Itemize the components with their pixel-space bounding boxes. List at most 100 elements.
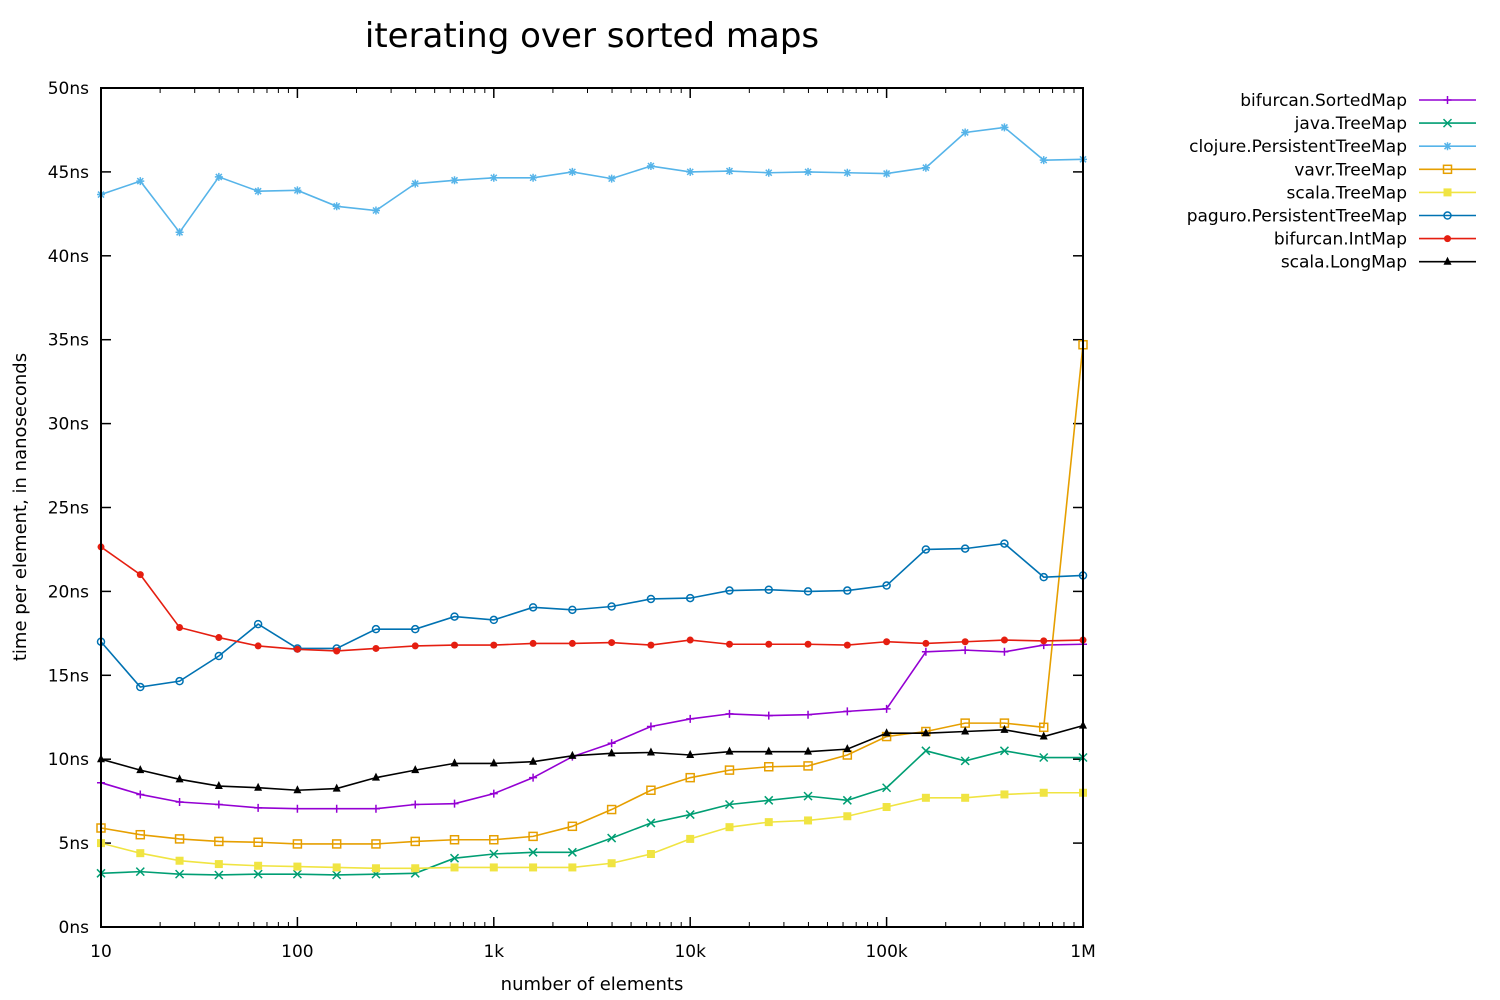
legend-item-java-treemap: java.TreeMap (1294, 114, 1476, 134)
data-point-vavr-treemap (292, 839, 303, 849)
data-point-scala-longmap (214, 781, 223, 790)
series-line-scala-longmap (100, 724, 1084, 792)
series-scala-treemap (97, 788, 1087, 873)
data-point-clojure-persistenttreemap (332, 202, 341, 211)
data-point-scala-longmap (646, 747, 655, 756)
series-line-bifurcan-sortedmap (100, 643, 1084, 810)
data-point-scala-longmap (1039, 731, 1048, 740)
data-point-scala-treemap (764, 818, 773, 827)
data-point-bifurcan-intmap (411, 642, 419, 650)
data-point-scala-longmap (921, 728, 930, 737)
data-point-bifurcan-intmap (608, 639, 616, 647)
series-paguro-persistenttreemap (96, 539, 1088, 692)
data-point-paguro-persistenttreemap (371, 624, 381, 634)
data-point-scala-treemap (646, 850, 655, 859)
data-point-bifurcan-intmap (1000, 636, 1008, 644)
data-point-java-treemap (292, 869, 302, 879)
data-point-scala-longmap (450, 758, 459, 767)
data-point-scala-treemap (725, 823, 734, 832)
data-point-paguro-persistenttreemap (175, 676, 184, 686)
x-tick-label: 10 (90, 942, 112, 962)
data-point-scala-treemap (293, 862, 302, 871)
data-point-clojure-persistenttreemap (175, 228, 184, 237)
data-point-scala-treemap (921, 793, 930, 802)
data-point-bifurcan-sortedmap (175, 797, 184, 806)
data-point-scala-longmap (371, 772, 380, 781)
y-tick-label: 5ns (59, 834, 90, 854)
data-point-bifurcan-sortedmap (214, 800, 223, 809)
data-point-scala-treemap (136, 849, 145, 858)
data-point-scala-treemap (804, 816, 813, 825)
data-point-vavr-treemap (371, 839, 381, 849)
series-line-clojure-persistenttreemap (100, 126, 1084, 234)
data-point-clojure-persistenttreemap (843, 168, 852, 177)
data-point-bifurcan-sortedmap (764, 711, 773, 720)
data-point-bifurcan-sortedmap (725, 709, 734, 718)
data-point-scala-treemap (411, 864, 420, 873)
data-point-bifurcan-sortedmap (607, 739, 616, 748)
legend-item-vavr-treemap: vavr.TreeMap (1294, 160, 1476, 180)
data-point-scala-longmap (254, 782, 263, 791)
data-point-java-treemap (214, 870, 224, 880)
data-point-scala-treemap (607, 859, 616, 868)
series-line-paguro-persistenttreemap (100, 542, 1084, 688)
data-point-scala-treemap (882, 803, 891, 812)
data-point-clojure-persistenttreemap (764, 168, 773, 177)
data-point-clojure-persistenttreemap (725, 167, 734, 176)
y-tick-label: 30ns (48, 415, 89, 435)
data-point-scala-treemap (214, 860, 223, 869)
data-point-java-treemap (567, 847, 577, 857)
legend-swatch-marker (1444, 235, 1451, 243)
legend-swatch-marker (1443, 142, 1452, 151)
y-tick-labels: 0ns 5ns 10ns 15ns 20ns 25ns 30ns 35ns 40ns 45ns 50… (48, 79, 89, 938)
legend-swatch-marker (1443, 256, 1452, 265)
series-line-java-treemap (100, 749, 1083, 876)
legend-label: bifurcan.IntMap (1274, 230, 1407, 250)
data-point-clojure-persistenttreemap (371, 206, 380, 215)
legend-swatch-marker (1443, 96, 1452, 104)
data-point-clojure-persistenttreemap (529, 173, 538, 182)
data-point-scala-treemap (1000, 790, 1009, 799)
data-point-bifurcan-intmap (843, 641, 851, 649)
data-point-paguro-persistenttreemap (646, 594, 656, 604)
plot-frame (100, 87, 1084, 928)
data-point-java-treemap (999, 746, 1009, 756)
data-point-clojure-persistenttreemap (254, 187, 263, 196)
data-point-paguro-persistenttreemap (1000, 539, 1009, 548)
data-point-vavr-treemap (803, 761, 813, 771)
data-point-java-treemap (175, 869, 185, 879)
data-point-bifurcan-sortedmap (371, 804, 380, 813)
data-point-scala-longmap (804, 746, 813, 755)
legend-item-paguro-persistenttreemap: paguro.PersistentTreeMap (1187, 207, 1476, 227)
data-point-java-treemap (646, 818, 656, 828)
data-point-scala-treemap (175, 856, 184, 865)
data-point-scala-longmap (882, 728, 891, 737)
data-point-paguro-persistenttreemap (528, 603, 538, 612)
data-point-vavr-treemap (528, 831, 538, 842)
data-point-paguro-persistenttreemap (607, 602, 616, 611)
data-point-scala-treemap (1039, 788, 1048, 797)
data-point-clojure-persistenttreemap (1000, 123, 1009, 132)
x-tick-label: 10k (674, 942, 706, 962)
legend-label: vavr.TreeMap (1294, 160, 1407, 180)
data-point-scala-treemap (254, 861, 263, 870)
data-point-vavr-treemap (135, 829, 146, 840)
legend-label: scala.LongMap (1281, 253, 1407, 273)
data-point-bifurcan-intmap (1040, 637, 1048, 645)
data-point-bifurcan-sortedmap (489, 789, 498, 798)
data-point-java-treemap (803, 791, 813, 801)
data-point-paguro-persistenttreemap (253, 619, 263, 629)
data-point-bifurcan-intmap (215, 634, 223, 642)
data-point-paguro-persistenttreemap (725, 586, 734, 595)
data-point-bifurcan-sortedmap (529, 773, 538, 782)
data-point-bifurcan-intmap (333, 647, 341, 655)
data-point-paguro-persistenttreemap (214, 651, 224, 661)
data-point-bifurcan-intmap (490, 641, 498, 649)
data-point-scala-longmap (725, 746, 734, 755)
data-point-java-treemap (724, 799, 735, 810)
data-point-bifurcan-intmap (451, 641, 459, 649)
data-point-clojure-persistenttreemap (921, 163, 930, 172)
series-vavr-treemap (96, 339, 1088, 849)
data-point-vavr-treemap (174, 834, 185, 844)
data-point-java-treemap (960, 756, 970, 766)
